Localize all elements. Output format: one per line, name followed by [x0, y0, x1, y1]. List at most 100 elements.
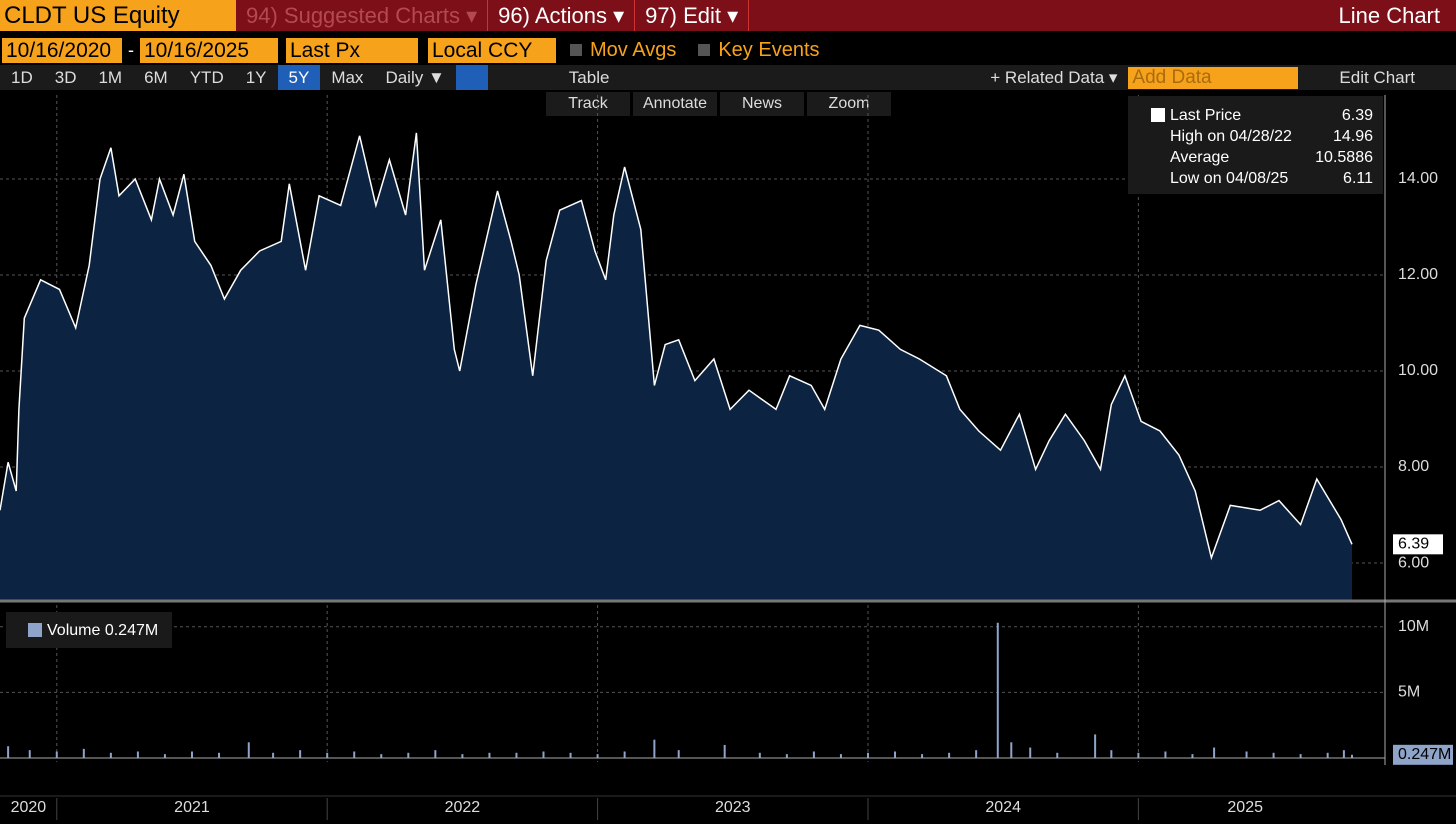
y-tick-label: 14.00 — [1398, 170, 1438, 187]
volume-bar — [28, 750, 31, 759]
volume-bar — [1110, 750, 1113, 759]
legend-label: Last Price — [1170, 107, 1241, 124]
x-tick-label: 2025 — [1227, 799, 1263, 816]
menu-item[interactable]: 97) Edit ▾ — [635, 0, 750, 31]
x-tick-label: 2022 — [445, 799, 481, 816]
volume-bar — [353, 751, 356, 759]
end-date[interactable]: 10/16/2025 — [140, 37, 278, 63]
volume-bar — [542, 751, 545, 759]
menus: 94) Suggested Charts ▾ 96) Actions ▾ 97) E… — [236, 0, 750, 31]
legend-swatch — [28, 623, 42, 637]
volume-bar — [1137, 752, 1140, 759]
legend-label: Volume 0.247M — [47, 622, 158, 639]
legend-label: Average — [1170, 149, 1229, 166]
volume-bar — [434, 750, 437, 759]
tool-button — [807, 92, 891, 116]
volume-bar — [975, 750, 978, 759]
settings-bar: 10/16/2020 - 10/16/2025 Last Px Local CC… — [0, 35, 1456, 65]
y-tick-label: 10M — [1398, 618, 1429, 635]
last-volume-tag-label: 0.247M — [1398, 746, 1451, 763]
start-date[interactable]: 10/16/2020 — [2, 37, 122, 63]
volume-bar — [1342, 750, 1345, 759]
volume-bar — [866, 752, 869, 759]
legend-value: 6.39 — [1342, 107, 1373, 124]
volume-bar — [380, 754, 383, 759]
y-tick-label: 10.00 — [1398, 362, 1438, 379]
x-tick-label: 2023 — [715, 799, 751, 816]
volume-bar — [596, 754, 599, 759]
volume-bar — [1213, 747, 1216, 759]
key-events[interactable]: Key Events — [718, 38, 820, 61]
volume-bar — [163, 754, 166, 759]
field[interactable]: Last Px — [286, 37, 418, 63]
volume-bar — [136, 751, 139, 759]
volume-bar — [1326, 752, 1329, 759]
volume-bar — [894, 751, 897, 759]
volume-bar — [1351, 754, 1353, 759]
volume-bar — [488, 752, 491, 759]
period-button[interactable]: 3D — [54, 68, 77, 87]
volume-bar — [109, 752, 112, 759]
menu-item[interactable]: 94) Suggested Charts ▾ — [236, 0, 489, 31]
legend-value: 6.11 — [1343, 170, 1373, 187]
volume-bar — [299, 750, 302, 759]
period-button[interactable]: 6M — [144, 68, 168, 87]
volume-bar — [1191, 754, 1194, 759]
legend-value: 0.247M — [105, 622, 158, 639]
x-tick-label: 2024 — [985, 799, 1021, 816]
tool-button — [720, 92, 804, 116]
last-price-tag — [1393, 534, 1443, 555]
line-icon[interactable] — [455, 65, 488, 90]
periods: 1D 3D 1M 6M YTD 1Y 5Y Max — [0, 65, 374, 90]
chart: Track Annotate News Zoom 6.00 8.00 10.00 12.00 1… — [0, 92, 1456, 820]
currency[interactable]: Local CCY — [428, 37, 556, 63]
chart-type: Line Chart — [1338, 3, 1440, 28]
legend-value: 10.5886 — [1315, 149, 1373, 166]
menu-item[interactable]: 96) Actions ▾ — [488, 0, 636, 31]
period-button[interactable]: 1Y — [245, 68, 267, 87]
related-data[interactable]: + Related Data ▾ — [990, 68, 1118, 87]
legend-label: High on 04/28/22 — [1170, 128, 1292, 145]
tool-label: Zoom — [829, 95, 870, 112]
checkbox[interactable] — [698, 44, 711, 56]
volume-bar — [812, 751, 815, 759]
toolbar: 1D 3D 1M 6M YTD 1Y 5Y Max Daily ▼ Table + Relat… — [0, 65, 1456, 90]
tool-label: News — [742, 95, 782, 112]
x-tick-label: 2021 — [174, 799, 210, 816]
y-tick-label: 6.00 — [1398, 554, 1429, 571]
legend-swatch — [1151, 108, 1165, 122]
volume-bar — [839, 754, 842, 759]
volume-bar — [7, 746, 10, 759]
ticker[interactable]: CLDT US Equity — [0, 0, 236, 31]
period-button[interactable]: 1M — [98, 68, 123, 87]
period-button[interactable]: 1D — [11, 68, 33, 87]
table[interactable]: Table — [568, 68, 610, 87]
period-button[interactable]: YTD — [189, 68, 224, 87]
legend-value: 14.96 — [1333, 128, 1373, 145]
volume-bar — [677, 750, 680, 759]
volume-bar — [996, 622, 999, 759]
volume-bar — [272, 752, 275, 759]
volume-bar — [461, 754, 464, 759]
volume-bar — [515, 752, 518, 759]
volume-bar — [569, 752, 572, 759]
dash: - — [128, 39, 134, 60]
period-button[interactable]: 5Y — [277, 65, 321, 90]
tool-label: Track — [568, 95, 608, 112]
legend-box — [1128, 96, 1383, 194]
mov-avgs[interactable]: Mov Avgs — [590, 38, 677, 61]
volume-bar — [1272, 752, 1275, 759]
add-data[interactable]: Add Data — [1128, 66, 1299, 89]
period-button[interactable]: Max — [331, 68, 364, 87]
frequency[interactable]: Daily ▼ — [385, 68, 445, 87]
volume-bar — [326, 752, 329, 759]
last-price-tag-label: 6.39 — [1398, 536, 1429, 553]
volume-bar — [1056, 752, 1059, 759]
tool-button — [546, 92, 630, 116]
volume-bar — [723, 744, 726, 759]
x-tick-label: 2020 — [11, 799, 47, 816]
edit-chart[interactable]: Edit Chart — [1339, 68, 1415, 87]
volume-bar — [190, 751, 193, 759]
checkbox[interactable] — [570, 44, 582, 56]
tool-button — [633, 92, 717, 116]
